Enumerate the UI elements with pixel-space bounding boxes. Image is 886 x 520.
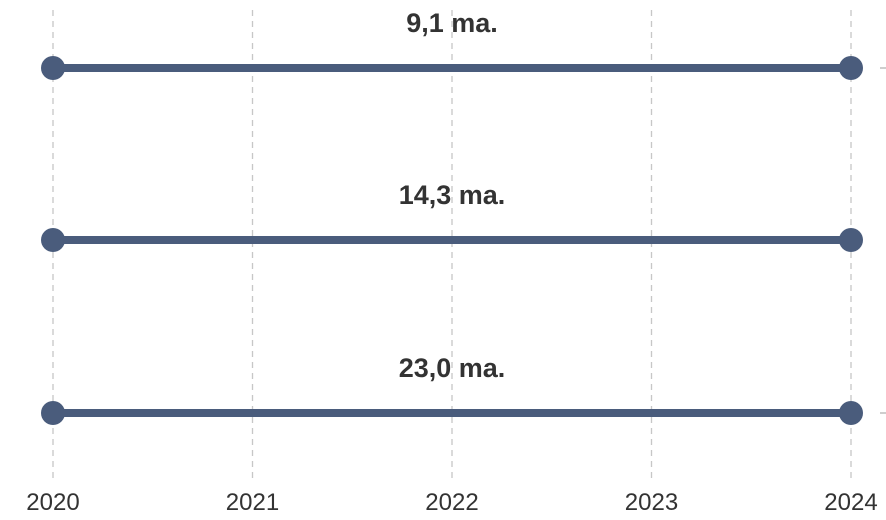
data-labels: 9,1 ma. 14,3 ma. 23,0 ma. xyxy=(399,8,506,383)
series-1-point-2 xyxy=(839,56,863,80)
series-1-point-1 xyxy=(41,56,65,80)
series-group xyxy=(41,56,863,425)
tick-label-2020: 2020 xyxy=(26,489,79,516)
series-2-point-1 xyxy=(41,228,65,252)
tick-label-2023: 2023 xyxy=(625,489,678,516)
series-3-point-1 xyxy=(41,401,65,425)
data-label-2: 14,3 ma. xyxy=(399,180,506,210)
series-3-point-2 xyxy=(839,401,863,425)
tick-label-2022: 2022 xyxy=(425,489,478,516)
right-edge-ticks xyxy=(880,67,886,414)
data-label-1: 9,1 ma. xyxy=(406,8,498,38)
tick-label-2021: 2021 xyxy=(226,489,279,516)
x-axis-tick-labels: 2020 2021 2022 2023 2024 xyxy=(26,489,877,516)
data-label-3: 23,0 ma. xyxy=(399,353,506,383)
tick-label-2024: 2024 xyxy=(824,489,877,516)
series-2-point-2 xyxy=(839,228,863,252)
